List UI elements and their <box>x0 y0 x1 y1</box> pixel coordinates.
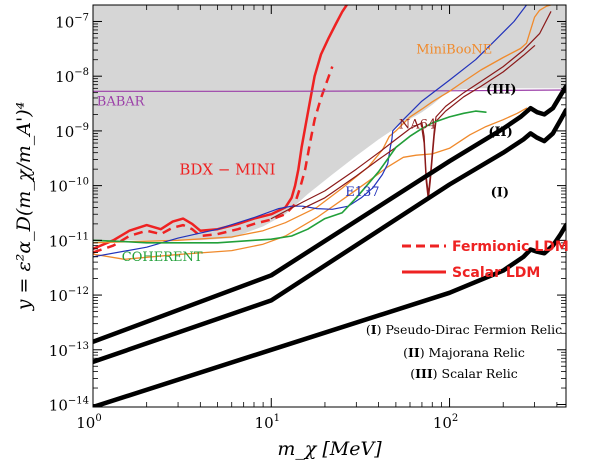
series-miniboone <box>93 5 552 244</box>
x-tick-label: 100 <box>76 413 101 432</box>
relic-legend: (I) Pseudo-Dirac Fermion Relic (II) Major… <box>366 322 562 381</box>
legend: Fermionic LDM Scalar LDM <box>402 239 569 281</box>
series-coherent <box>93 110 487 244</box>
series-i <box>93 222 566 407</box>
y-tick-label: 10−9 <box>55 122 89 141</box>
series-miniboone <box>93 107 528 260</box>
x-tick-label: 101 <box>255 413 280 432</box>
relic-legend-entry: (I) Pseudo-Dirac Fermion Relic <box>366 322 562 337</box>
label-ii: (II) <box>488 125 512 140</box>
series-babar <box>93 89 566 92</box>
series-bdx-mini <box>93 5 348 251</box>
y-tick-label: 10−14 <box>49 395 89 414</box>
label-e137: E137 <box>345 185 379 200</box>
relic-legend-entry: (III) Scalar Relic <box>410 366 518 381</box>
y-tick-label: 10−13 <box>49 341 89 360</box>
y-axis-title: y = ε²α_D(m_χ/m_A')⁴ <box>13 102 35 311</box>
label-coherent: COHERENT <box>122 250 203 265</box>
legend-label-scalar-ldm: Scalar LDM <box>452 265 540 281</box>
y-tick-label: 10−8 <box>55 67 89 86</box>
y-tick-label: 10−11 <box>49 231 89 250</box>
y-tick-label: 10−7 <box>55 12 89 31</box>
series-ii <box>93 107 566 365</box>
series-na64 <box>302 45 536 210</box>
label-babar: BABAR <box>97 95 146 110</box>
y-tick-label: 10−10 <box>49 177 89 196</box>
y-tick-label: 10−12 <box>49 286 89 305</box>
x-axis-title: m_χ [MeV] <box>277 438 382 460</box>
legend-label-fermionic-ldm: Fermionic LDM <box>452 239 569 255</box>
excluded-region <box>93 5 566 241</box>
plot-frame <box>92 4 567 408</box>
series-e137 <box>93 5 528 258</box>
label-bdx-mini: BDX − MINI <box>179 160 275 178</box>
series-fermionic-ldm <box>93 66 334 254</box>
label-na64: NA64 <box>399 118 436 133</box>
label-i: (I) <box>491 186 509 201</box>
series-iii <box>93 84 566 345</box>
label-iii: (III) <box>486 83 517 98</box>
x-tick-label: 102 <box>433 413 458 432</box>
relic-legend-entry: (II) Majorana Relic <box>403 345 525 360</box>
label-miniboone: MiniBooNE <box>416 42 492 57</box>
